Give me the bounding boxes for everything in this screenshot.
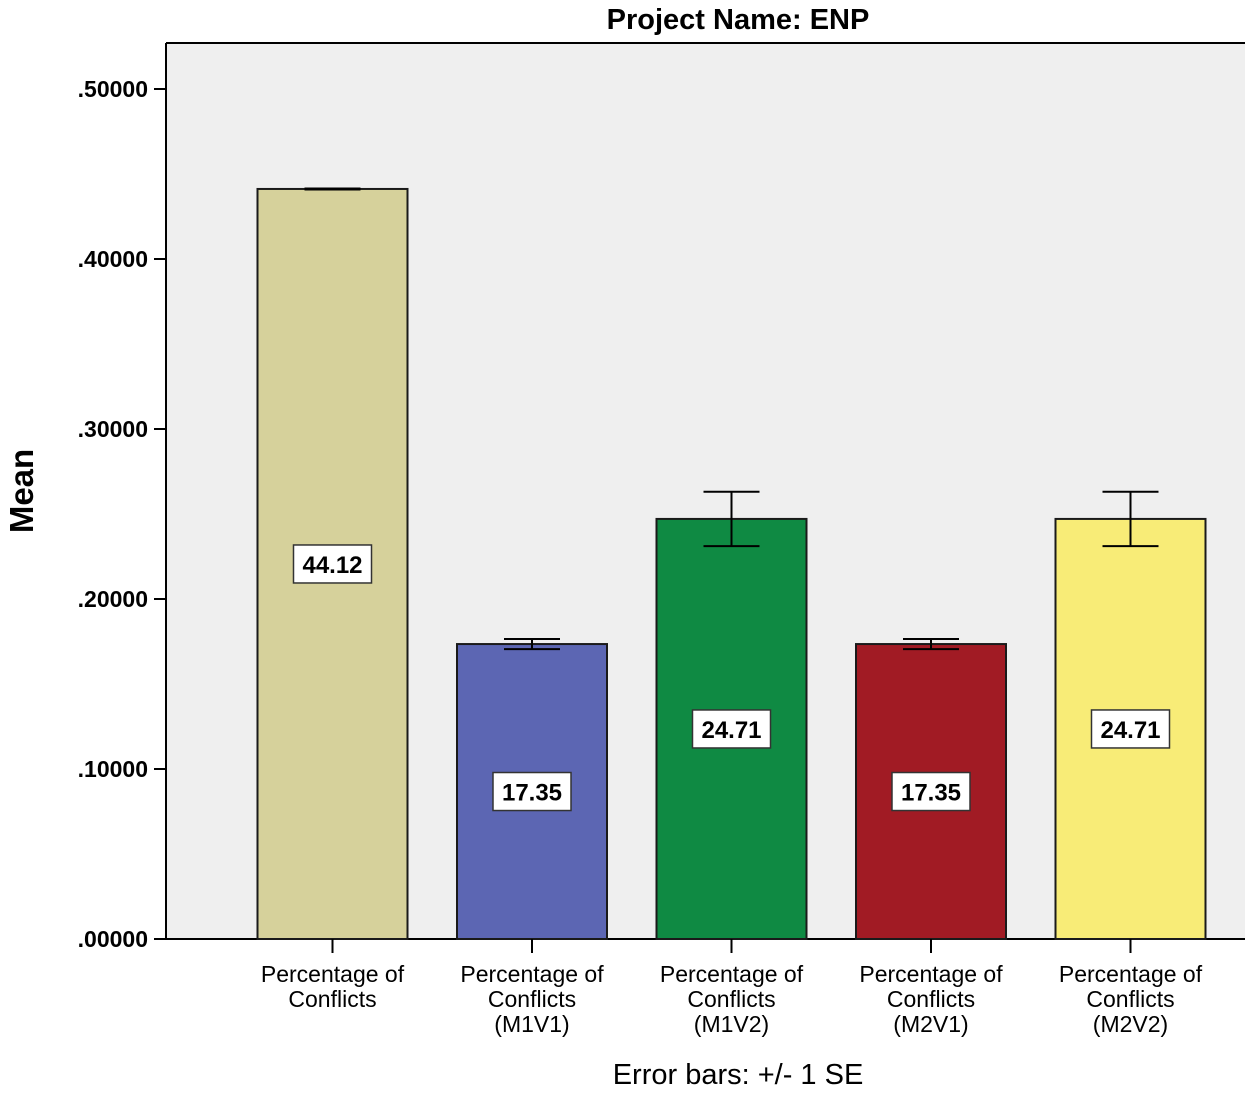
y-axis-ticks: .00000 .10000 .20000 .30000 .40000 .50000 bbox=[78, 76, 166, 952]
x-tick-label: (M2V1) bbox=[893, 1011, 968, 1037]
y-tick-label: .30000 bbox=[78, 416, 148, 442]
y-axis-label: Mean bbox=[3, 449, 40, 533]
y-tick-label: .00000 bbox=[78, 926, 148, 952]
data-label-box bbox=[1090, 709, 1171, 749]
y-tick-label: .50000 bbox=[78, 76, 148, 102]
footnote-error-bars: Error bars: +/- 1 SE bbox=[613, 1059, 864, 1091]
x-tick-label: Conflicts bbox=[887, 986, 975, 1012]
x-tick-label: Conflicts bbox=[288, 986, 376, 1012]
data-label-box bbox=[292, 544, 373, 584]
data-label-box bbox=[492, 771, 572, 812]
x-tick-label: Conflicts bbox=[1086, 986, 1174, 1012]
x-tick-label: (M1V2) bbox=[694, 1011, 769, 1037]
x-tick-label: Percentage of bbox=[1059, 961, 1203, 987]
bars-layer: 44.12 17.35 24.71 17.35 24.71 bbox=[256, 187, 1207, 940]
data-label: 17.35 bbox=[502, 780, 562, 807]
y-tick-label: .20000 bbox=[78, 586, 148, 612]
data-label-box bbox=[891, 771, 971, 812]
x-tick-label: Conflicts bbox=[687, 986, 775, 1012]
y-tick-label: .10000 bbox=[78, 756, 148, 782]
data-label: 24.71 bbox=[1100, 717, 1160, 744]
data-label: 17.35 bbox=[901, 780, 961, 807]
data-label: 24.71 bbox=[701, 717, 761, 744]
x-tick-label: Conflicts bbox=[488, 986, 576, 1012]
x-tick-label: Percentage of bbox=[660, 961, 804, 987]
x-tick-label: Percentage of bbox=[261, 961, 405, 987]
x-tick-label: Percentage of bbox=[859, 961, 1003, 987]
data-label: 44.12 bbox=[302, 552, 362, 579]
chart-title: Project Name: ENP bbox=[607, 4, 870, 36]
data-label-box bbox=[691, 709, 772, 749]
y-tick-label: .40000 bbox=[78, 246, 148, 272]
x-tick-label: (M1V1) bbox=[494, 1011, 569, 1037]
x-tick-label: (M2V2) bbox=[1093, 1011, 1168, 1037]
x-tick-label: Percentage of bbox=[460, 961, 604, 987]
